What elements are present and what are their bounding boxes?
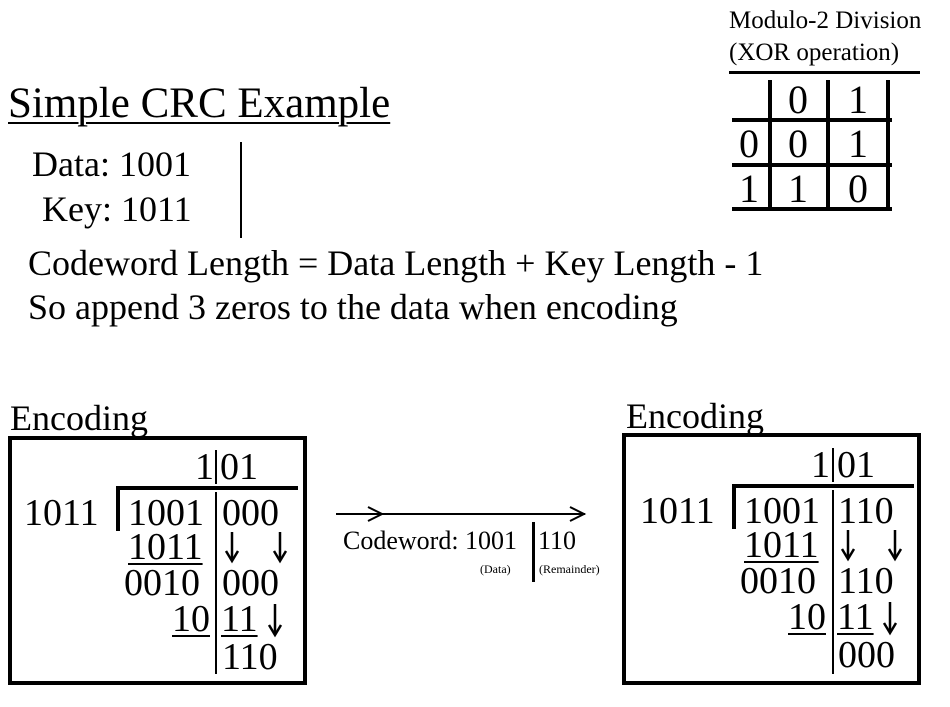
xor-col-header-1: 1 <box>848 77 868 122</box>
rule-line-1: Codeword Length = Data Length + Key Leng… <box>28 243 764 283</box>
data-key-divider <box>240 142 242 238</box>
xor-grid-vline-1 <box>768 80 772 211</box>
xor-grid-hline-1 <box>732 118 892 122</box>
xor-table-title-line1: Modulo-2 Division <box>729 7 922 34</box>
left-panel-label: Encoding <box>10 398 148 438</box>
left-quotient-b: 01 <box>220 446 258 488</box>
data-note: (Data) <box>480 562 511 576</box>
xor-grid-vline-2 <box>826 80 830 211</box>
xor-table-title-underline <box>729 71 920 74</box>
left-divisor: 1011 <box>24 492 99 534</box>
left-bring-down-arrows <box>224 532 288 638</box>
xor-grid-hline-3 <box>732 207 892 211</box>
xor-table-title-line2: (XOR operation) <box>729 39 900 66</box>
right-step1-subtrahend: 1011 <box>744 524 819 566</box>
left-dividend-b: 000 <box>222 492 279 534</box>
left-step1-result-b: 000 <box>222 562 279 604</box>
xor-cell-0-1: 1 <box>848 121 868 166</box>
right-bring-down-arrows <box>840 530 903 636</box>
right-remainder: 000 <box>838 634 895 676</box>
xor-grid-vline-3 <box>886 80 890 211</box>
data-line: Data: 1001 <box>32 144 191 184</box>
remainder-note: (Remainder) <box>539 562 600 576</box>
xor-cell-1-1: 0 <box>848 166 868 211</box>
codeword-divider <box>532 522 535 582</box>
right-step2-subtrahend-b: 11 <box>837 596 874 638</box>
right-encoding-box <box>622 433 921 685</box>
right-arrow-icon <box>336 506 587 522</box>
left-step1-result-a: 0010 <box>124 562 200 604</box>
xor-row-header-0: 0 <box>739 121 759 166</box>
right-quotient-divider <box>832 448 834 482</box>
xor-col-header-0: 0 <box>788 77 808 122</box>
right-division-bracket <box>732 484 736 529</box>
right-panel-label: Encoding <box>626 396 764 436</box>
left-quotient-a: 1 <box>195 446 214 488</box>
left-remainder: 110 <box>222 636 278 678</box>
right-step1-result-a: 0010 <box>740 560 816 602</box>
right-quotient-a: 1 <box>811 444 830 486</box>
xor-grid-hline-2 <box>732 163 892 167</box>
right-quotient-b: 01 <box>837 444 875 486</box>
codeword-label: Codeword: 1001 <box>343 526 518 555</box>
left-step2-subtrahend-b: 11 <box>221 598 258 640</box>
rule-line-2: So append 3 zeros to the data when encod… <box>28 287 678 327</box>
codeword-remainder: 110 <box>538 526 577 555</box>
left-column-divider <box>215 492 217 674</box>
right-divisor: 1011 <box>640 490 715 532</box>
left-encoding-box <box>8 436 307 685</box>
right-dividend-a: 1001 <box>744 490 820 532</box>
left-quotient-divider <box>215 450 217 484</box>
right-division-bar <box>734 484 914 488</box>
xor-cell-1-0: 1 <box>788 166 808 211</box>
key-line: Key: 1011 <box>42 189 192 229</box>
left-division-bracket <box>116 486 120 531</box>
right-column-divider <box>832 490 834 674</box>
left-division-bar <box>118 486 298 490</box>
right-step2-subtrahend-a: 10 <box>788 596 826 638</box>
right-step1-result-b: 110 <box>838 560 894 602</box>
xor-cell-0-0: 0 <box>788 121 808 166</box>
xor-row-header-1: 1 <box>739 166 759 211</box>
left-step1-subtrahend: 1011 <box>128 526 203 568</box>
right-dividend-b: 110 <box>838 490 894 532</box>
left-step2-subtrahend-a: 10 <box>172 598 210 640</box>
page-title: Simple CRC Example <box>8 80 391 127</box>
left-dividend-a: 1001 <box>128 492 204 534</box>
